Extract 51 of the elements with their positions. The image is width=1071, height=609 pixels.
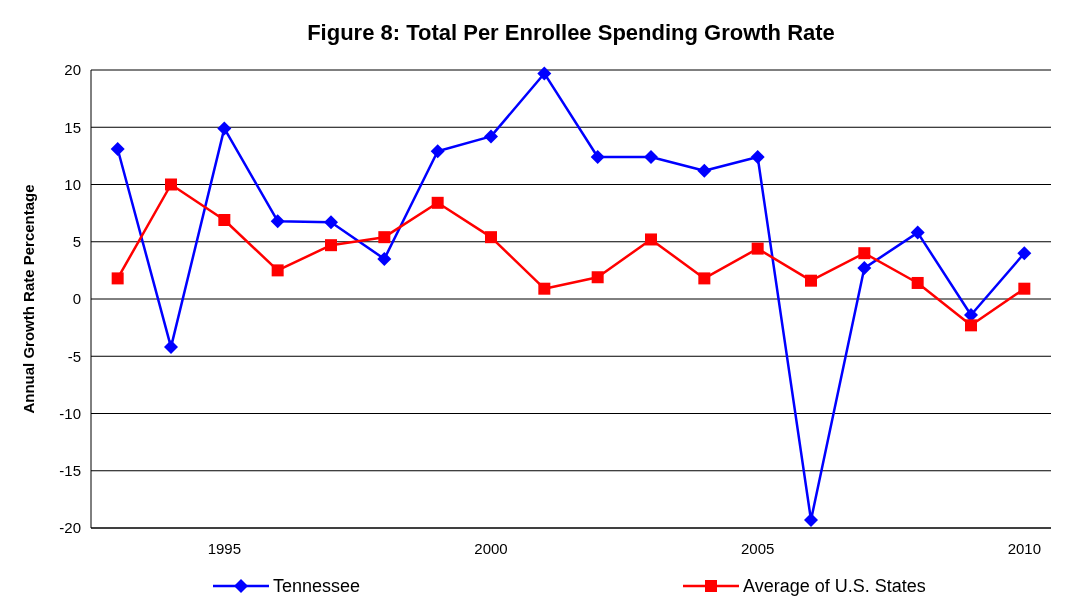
y-tick-label: 20: [64, 61, 81, 79]
y-tick-label: 15: [64, 118, 81, 136]
point: [430, 144, 445, 159]
legend-label: Average of U.S. States: [743, 576, 926, 597]
point: [1018, 282, 1031, 295]
point: [164, 340, 178, 355]
y-tick-label: -20: [59, 519, 81, 537]
point: [325, 239, 337, 252]
y-tick-label: -15: [59, 462, 81, 479]
point: [165, 178, 177, 191]
point: [378, 231, 391, 244]
point: [644, 150, 658, 165]
point: [270, 214, 285, 229]
point: [537, 66, 552, 81]
point: [110, 142, 125, 157]
point: [750, 150, 765, 165]
point: [1017, 246, 1032, 261]
point: [965, 319, 977, 332]
y-tick-label: -5: [67, 347, 81, 365]
point: [911, 276, 924, 289]
point: [111, 272, 124, 285]
x-tick-label: 1995: [207, 540, 242, 557]
x-tick-label: 2010: [1007, 540, 1042, 557]
point: [324, 215, 338, 230]
point: [805, 274, 817, 287]
point: [697, 163, 712, 178]
y-tick-label: 0: [72, 290, 81, 308]
point: [271, 264, 284, 277]
y-tick-label: 10: [64, 175, 81, 193]
point: [217, 121, 232, 136]
point: [698, 272, 711, 285]
y-tick-label: 5: [72, 233, 81, 250]
point: [431, 196, 444, 209]
point: [590, 150, 605, 165]
y-axis-title: Annual Growth Rate Percentage: [20, 184, 37, 414]
point: [591, 271, 604, 284]
x-tick-label: 2000: [474, 540, 508, 557]
point: [858, 247, 871, 260]
x-tick-label: 2005: [740, 540, 775, 557]
point: [377, 251, 392, 266]
point: [751, 242, 764, 255]
point: [485, 231, 497, 244]
point: [857, 261, 872, 276]
point: [538, 282, 551, 295]
point: [218, 214, 231, 226]
y-tick-label: -10: [59, 404, 81, 422]
point: [910, 225, 925, 240]
chart-title: Figure 8: Total Per Enrollee Spending Growth Rate: [307, 20, 835, 45]
point: [645, 233, 657, 246]
point: [484, 129, 498, 144]
legend-label: Tennessee: [273, 576, 361, 597]
